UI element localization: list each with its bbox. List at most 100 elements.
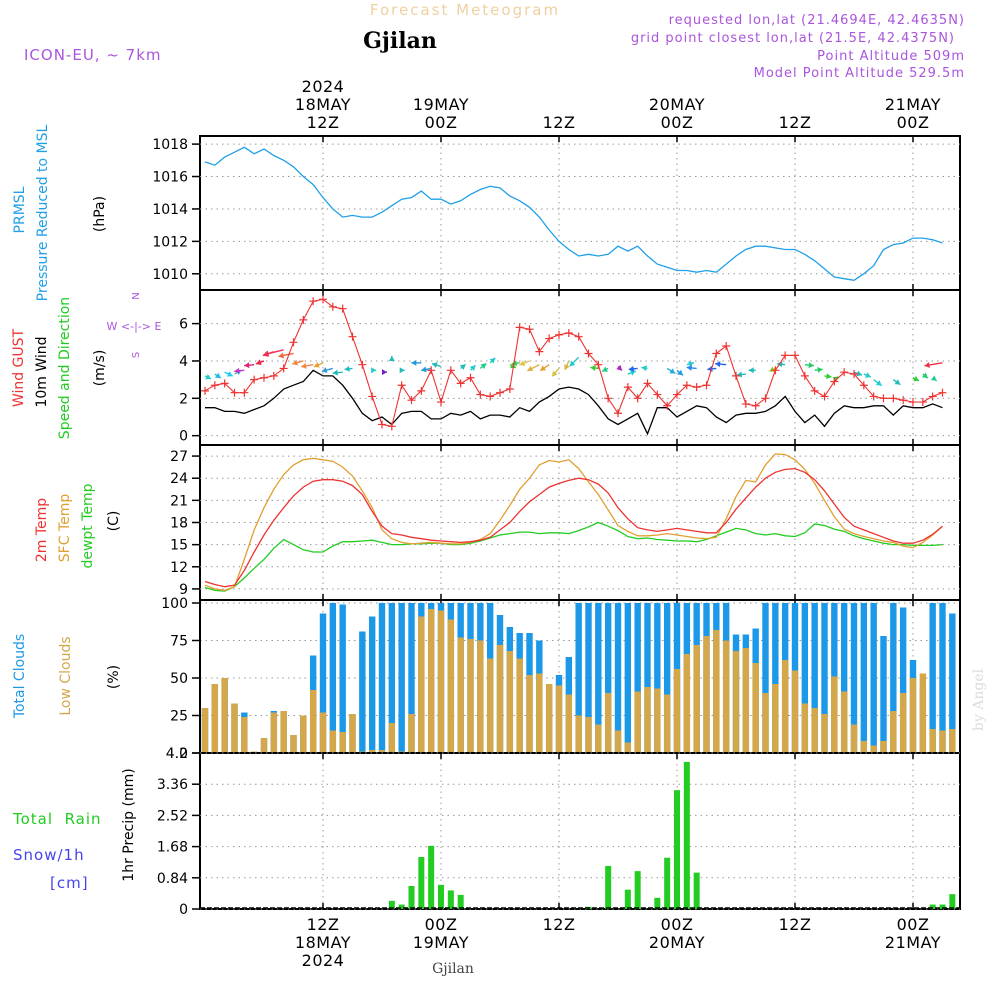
low-cloud-bar <box>614 730 622 753</box>
wind-arrow-head <box>510 362 516 369</box>
low-cloud-bar <box>850 724 858 753</box>
low-cloud-bar <box>516 658 523 753</box>
wind-gust-marker <box>378 420 386 429</box>
temperature-ytick-label: 18 <box>170 516 188 532</box>
wind-arrow <box>628 365 638 372</box>
wind-arrow-head <box>244 362 250 369</box>
wind-ytick-label: 6 <box>179 317 188 333</box>
wind-gust-marker <box>771 366 780 375</box>
wind-arrow-head <box>590 365 596 372</box>
low-cloud-bar <box>536 673 543 753</box>
wind-gust-marker <box>535 347 544 356</box>
total-cloud-bar <box>624 603 632 753</box>
wind-arrow-head <box>817 366 823 373</box>
wind-arrow-head <box>480 363 487 369</box>
wind-arrow-head <box>540 365 546 371</box>
bottom-time-label: 12Z <box>543 915 576 934</box>
wind-gust-marker <box>673 390 681 399</box>
temperature-panel: 9 12 15 18 21 24 27 <box>170 444 961 601</box>
total-cloud-bar <box>359 631 366 753</box>
rain-bar <box>929 904 936 909</box>
wind-arrow-head <box>205 373 211 380</box>
wind-arrow-head <box>924 362 930 368</box>
wind-gust-marker <box>269 371 278 380</box>
total-cloud-bar <box>899 607 907 753</box>
low-cloud-bar <box>349 714 356 753</box>
low-cloud-bar <box>427 609 435 753</box>
temperature-ytick-label: 15 <box>170 538 188 554</box>
total-cloud-bar <box>644 603 651 753</box>
wind-gust-marker <box>496 388 504 397</box>
low-cloud-bar <box>280 711 287 753</box>
wind-arrow <box>748 367 756 374</box>
temperature-ytick-label: 9 <box>179 582 188 598</box>
total-cloud-bar <box>408 603 415 753</box>
wind-gust-marker <box>859 381 868 390</box>
wind-arrow-head <box>688 361 694 367</box>
low-cloud-bar <box>840 691 848 753</box>
wind-gust-marker <box>476 390 485 399</box>
wind-gust-marker <box>614 409 622 418</box>
pressure-ytick-label: 1018 <box>152 137 188 153</box>
wind-arrow <box>641 365 648 372</box>
low-cloud-bar <box>791 670 799 753</box>
clouds-ytick-label: 75 <box>170 634 188 650</box>
wind-gust-marker <box>594 360 603 369</box>
wind-gust-marker <box>584 349 593 358</box>
wind-gust-marker <box>899 396 908 405</box>
low-cloud-bar <box>221 678 228 753</box>
total-cloud-bar <box>663 603 671 753</box>
pressure-ytick-label: 1014 <box>152 202 188 218</box>
top-time-label: 2024 <box>302 77 345 96</box>
wind-arrow-head <box>616 364 622 371</box>
low-cloud-bar <box>447 619 455 753</box>
temperature-ylabels: 2m Temp SFC Temp dewpt Temp (C) <box>34 483 122 568</box>
low-cloud-bar <box>477 640 484 753</box>
wind-arrow <box>769 366 776 373</box>
wind-gust-marker <box>220 379 229 388</box>
wind-arrow-head <box>314 362 320 368</box>
top-time-label: 19MAY <box>413 95 469 114</box>
wind-arrow-head <box>669 368 676 374</box>
low-cloud-bar <box>752 663 759 753</box>
compass-we: W <-|-> E <box>107 320 162 333</box>
low-cloud-bar <box>545 684 553 753</box>
total-cloud-bar <box>319 613 327 753</box>
grid-point-coords: grid point closest lon,lat (21.5E, 42.43… <box>631 31 955 46</box>
rain-bar <box>447 890 454 909</box>
wind-frame <box>199 289 961 446</box>
wind-arrow <box>214 372 222 379</box>
compass-south: S <box>131 352 142 358</box>
top-time-label: 18MAY <box>295 95 351 114</box>
rain-bar <box>674 790 680 909</box>
low-cloud-bar <box>595 724 602 753</box>
rain-bar <box>388 900 395 909</box>
wind-gust-marker <box>751 401 760 410</box>
wind-gust-marker <box>732 371 740 380</box>
wind-gust-marker <box>564 328 573 337</box>
top-time-label: 00Z <box>425 113 458 132</box>
pressure-line <box>204 146 943 281</box>
wind-arrow <box>590 365 599 372</box>
wind-gust-marker <box>712 349 721 358</box>
wind-arrow-head <box>715 361 721 368</box>
wind-gust-marker <box>604 394 613 403</box>
wind-arrow-head <box>411 359 417 366</box>
wind-gust-marker <box>869 392 878 401</box>
wind-gust-marker <box>260 373 268 382</box>
low-cloud-bar <box>506 651 514 753</box>
wind-arrow <box>736 371 746 378</box>
low-cloud-bar <box>368 750 376 753</box>
wind-arrow <box>569 356 580 367</box>
wind-arrow-head <box>736 371 743 378</box>
clouds-label-low: Low Clouds <box>58 636 74 715</box>
wind-gust-marker <box>456 379 465 388</box>
wind-arrow-head <box>677 369 683 376</box>
precip-legend-rain: Total Rain <box>12 810 102 828</box>
wind-arrow <box>278 352 294 359</box>
watermark: by Angel <box>971 668 987 731</box>
clouds-ytick-label: 100 <box>161 596 188 612</box>
precip-ytick-label: 4.2 <box>166 746 188 762</box>
